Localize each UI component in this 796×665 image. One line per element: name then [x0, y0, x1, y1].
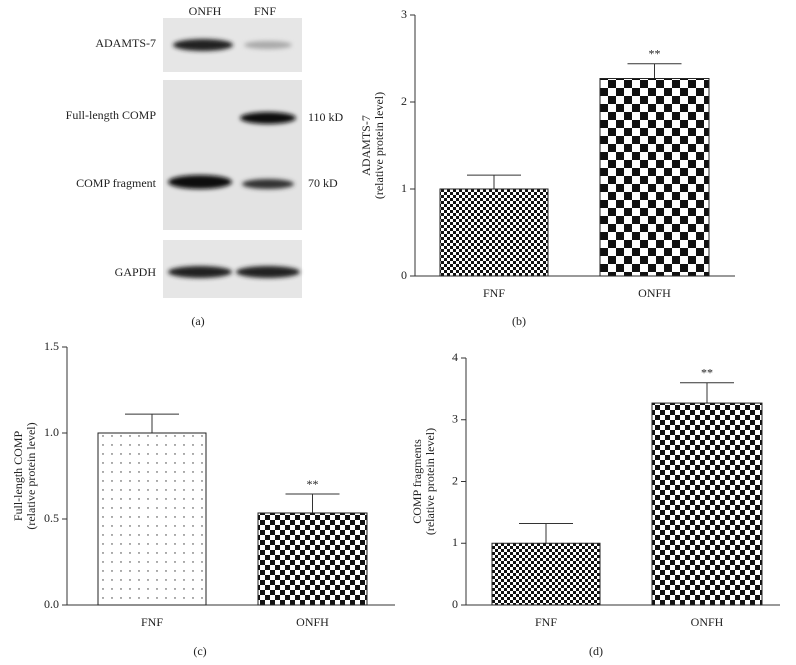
caption: (d): [589, 644, 603, 658]
caption: (c): [193, 644, 206, 658]
bar: [97, 432, 207, 606]
chart: 0 1 2 3 4 COMP fragments (relative protein lev…: [410, 350, 780, 658]
y-axis-label: ADAMTS-7: [359, 115, 373, 176]
band: [240, 112, 296, 124]
y-tick-label: 0.5: [44, 511, 59, 525]
y-tick-label: 2: [452, 473, 458, 487]
blot-panel: [163, 80, 302, 230]
y-tick-label: 1: [452, 535, 458, 549]
bar: [491, 542, 601, 606]
significance: **: [701, 365, 713, 379]
y-axis-label: Full-length COMP: [11, 431, 25, 522]
chart: 0 1 2 3 ADAMTS-7 (relative protein level) FNF O…: [359, 7, 735, 328]
y-axis-label: (relative protein level): [423, 428, 437, 535]
band: [242, 179, 294, 189]
band: [244, 41, 292, 49]
y-tick-label: 3: [401, 7, 407, 21]
lane-label: ONFH: [189, 4, 222, 18]
bar: [257, 512, 368, 606]
x-tick-label: FNF: [141, 615, 163, 629]
lane-label: FNF: [254, 4, 276, 18]
y-axis-label: (relative protein level): [24, 422, 38, 529]
caption: (a): [191, 314, 204, 328]
y-axis-label: (relative protein level): [372, 92, 386, 199]
x-tick-label: FNF: [535, 615, 557, 629]
significance: **: [307, 477, 319, 491]
band: [173, 39, 233, 51]
band: [236, 266, 300, 278]
y-tick-label: 1: [401, 181, 407, 195]
y-tick-label: 3: [452, 412, 458, 426]
y-tick-label: 2: [401, 94, 407, 108]
band: [168, 175, 232, 189]
bar: [439, 188, 549, 277]
size-label: 70 kD: [308, 176, 338, 190]
x-tick-label: FNF: [483, 286, 505, 300]
x-tick-label: ONFH: [691, 615, 724, 629]
size-label: 110 kD: [308, 110, 344, 124]
row-label: Full-length COMP: [66, 108, 157, 122]
y-tick-label: 0.0: [44, 597, 59, 611]
western-blot: ONFH FNF ADAMTS-7 Full-length COMP COMP …: [66, 4, 344, 328]
y-tick-label: 1.5: [44, 339, 59, 353]
bar: [651, 402, 763, 606]
row-label: ADAMTS-7: [95, 36, 156, 50]
row-label: GAPDH: [115, 265, 157, 279]
caption: (b): [512, 314, 526, 328]
x-tick-label: ONFH: [296, 615, 329, 629]
y-tick-label: 1.0: [44, 425, 59, 439]
y-tick-label: 0: [401, 268, 407, 282]
y-tick-label: 0: [452, 597, 458, 611]
row-label: COMP fragment: [76, 176, 157, 190]
significance: **: [649, 46, 661, 60]
chart: 0.0 0.5 1.0 1.5 Full-length COMP (relative pr…: [11, 339, 395, 658]
x-tick-label: ONFH: [638, 286, 671, 300]
bar: [599, 78, 710, 277]
y-axis-label: COMP fragments: [410, 439, 424, 524]
band: [168, 266, 232, 278]
y-tick-label: 4: [452, 350, 458, 364]
